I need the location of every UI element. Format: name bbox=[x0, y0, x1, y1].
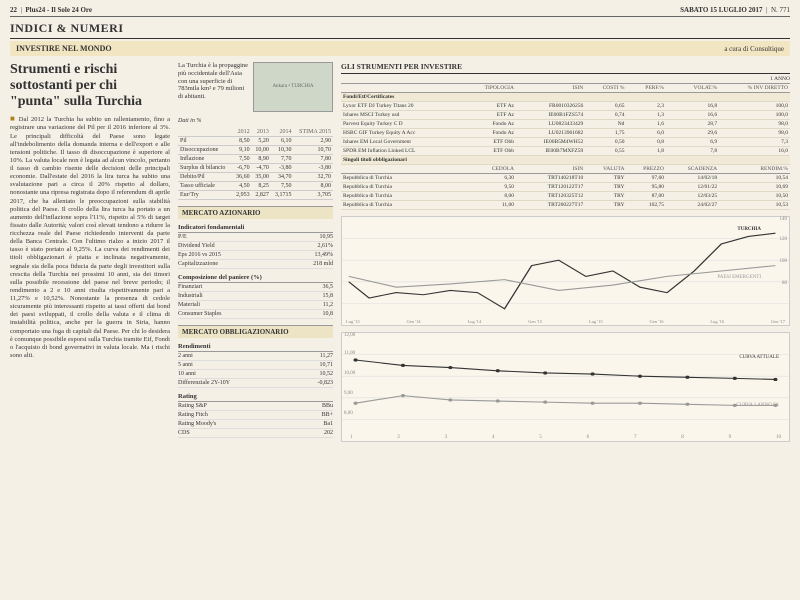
rend-head: Rendimenti bbox=[178, 342, 333, 352]
map-image: Ankara • TURCHIA bbox=[253, 62, 333, 112]
article-body: ■ Dal 2012 la Turchia ha subito un ralle… bbox=[10, 114, 170, 360]
dati-label: Dati in % bbox=[178, 118, 333, 124]
subtitle-bar: INVESTIRE NEL MONDO a cura di Consultiqu… bbox=[10, 41, 790, 56]
mercato-ob-head: MERCATO OBBLIGAZIONARIO bbox=[178, 325, 333, 338]
section-title: INDICI & NUMERI bbox=[10, 21, 790, 39]
dati-table: 201220132014STIMA 2015Pil8,505,206,102,9… bbox=[178, 128, 333, 200]
instruments-table: TIPOLOGIAISINCOSTI %PERF.%VOLAT.%% INV D… bbox=[341, 84, 790, 210]
rating-head: Rating bbox=[178, 392, 333, 402]
strumenti-head: GLI STRUMENTI PER INVESTIRE bbox=[341, 62, 790, 74]
headline: Strumenti e rischi sottostanti per chi "… bbox=[10, 62, 170, 110]
equity-chart: 140 120 100 80 TURCHIA PAESI EMERGENTI L… bbox=[341, 216, 790, 326]
yield-chart: 12,00 11,00 10,00 9,00 8,00 CURVA ATTUAL… bbox=[341, 332, 790, 442]
sidebox: Ankara • TURCHIA La Turchia è la propagg… bbox=[178, 62, 333, 101]
comp-head: Composizione del paniere (%) bbox=[178, 273, 333, 283]
ind-fond-head: Indicatori fondamentali bbox=[178, 223, 333, 233]
mercato-az-head: MERCATO AZIONARIO bbox=[178, 206, 333, 219]
top-bar: 22 | Plus24 - Il Sole 24 Ore SABATO 15 L… bbox=[10, 6, 790, 17]
period-label: 1 ANNO bbox=[341, 76, 790, 84]
